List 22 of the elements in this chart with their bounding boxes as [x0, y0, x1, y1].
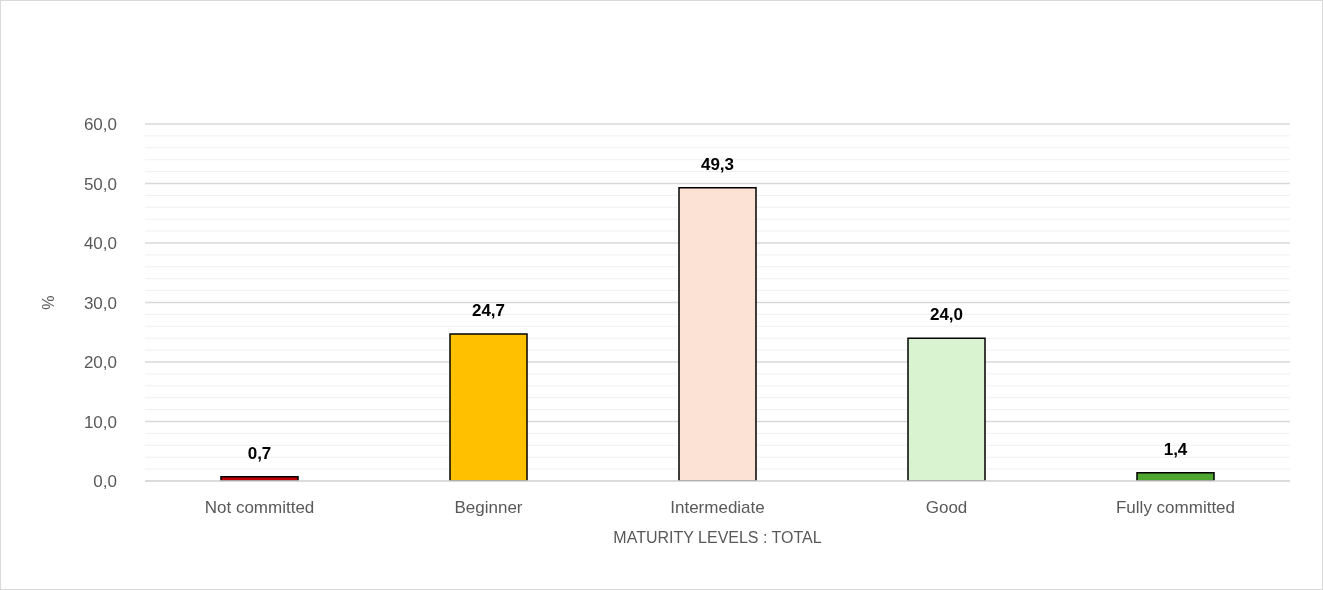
y-tick-label: 50,0	[83, 174, 117, 194]
bar	[907, 337, 986, 481]
data-label: 24,7	[471, 301, 506, 321]
y-axis-title: %	[39, 295, 57, 310]
y-tick-label: 30,0	[83, 293, 117, 313]
x-tick-label: Intermediate	[670, 498, 765, 518]
x-tick-label: Fully committed	[1115, 498, 1236, 518]
x-tick-label: Not committed	[204, 498, 315, 518]
data-label: 0,7	[247, 443, 272, 463]
bar	[678, 186, 757, 481]
y-tick-label: 60,0	[83, 115, 117, 135]
bar	[449, 333, 528, 481]
data-label: 1,4	[1163, 439, 1188, 459]
x-tick-label: Good	[925, 498, 968, 518]
x-axis-title: MATURITY LEVELS : TOTAL	[613, 529, 822, 546]
y-tick-label: 10,0	[83, 412, 117, 432]
data-label: 49,3	[700, 154, 735, 174]
data-label: 24,0	[929, 305, 964, 325]
x-tick-label: Beginner	[454, 498, 523, 518]
y-tick-label: 20,0	[83, 353, 117, 373]
y-tick-label: 0,0	[93, 472, 117, 492]
y-tick-label: 40,0	[83, 234, 117, 254]
